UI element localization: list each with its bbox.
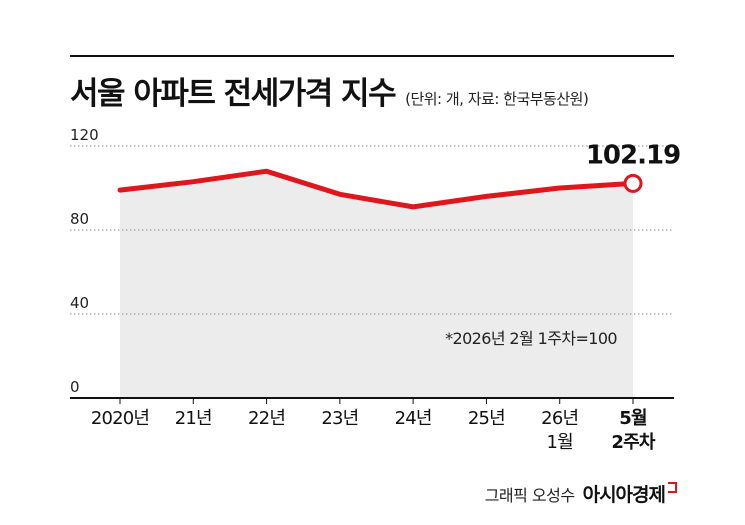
- x-tick-label: 24년: [395, 408, 432, 429]
- chart-title: 서울 아파트 전세가격 지수: [70, 76, 397, 112]
- graphic-credit: 그래픽 오성수: [484, 485, 575, 505]
- series-line: [117, 168, 636, 210]
- brand-mark-icon: [668, 482, 677, 493]
- unit-note: (단위: 개, 자료: 한국부동산원): [405, 90, 589, 108]
- y-tick-label: 40: [70, 294, 89, 312]
- brand-logo: 아시아경제: [582, 484, 666, 506]
- base-note: *2026년 2월 1주차=100: [445, 329, 617, 348]
- data-label: 102.19: [586, 140, 680, 170]
- x-tick-label: 2020년: [91, 408, 149, 429]
- x-tick-label: 5월 2주차: [611, 408, 655, 453]
- y-tick-label: 80: [70, 210, 89, 228]
- x-tick-label: 22년: [248, 408, 285, 429]
- footer: 그래픽 오성수 아시아경제: [485, 480, 677, 507]
- y-tick-label: 0: [70, 378, 80, 396]
- x-tick-label: 23년: [321, 408, 358, 429]
- top-rule: [70, 55, 674, 57]
- data-point-highlight: [623, 173, 643, 193]
- x-tick-label: 21년: [175, 408, 212, 429]
- x-tick-label: 26년 1월: [541, 408, 578, 453]
- header: 서울 아파트 전세가격 지수 (단위: 개, 자료: 한국부동산원): [70, 68, 589, 113]
- x-tick-label: 25년: [468, 408, 505, 429]
- area-fill: [120, 171, 633, 398]
- y-tick-label: 120: [70, 126, 99, 144]
